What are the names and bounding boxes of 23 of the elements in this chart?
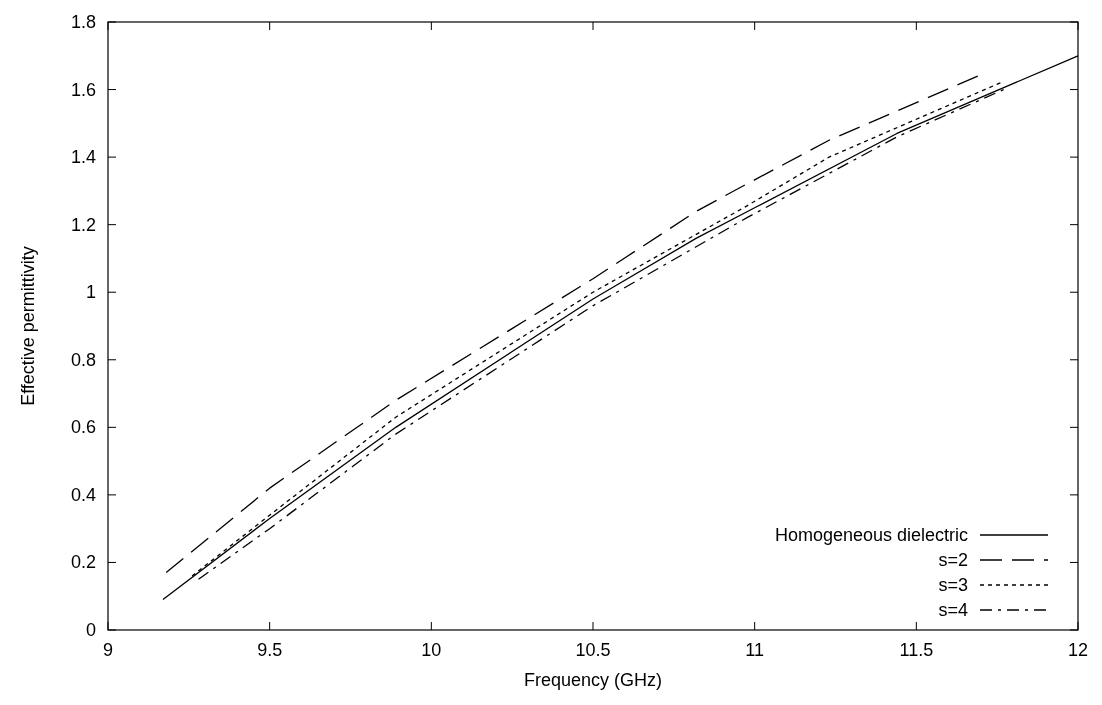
legend-label: s=4 — [938, 600, 968, 620]
x-tick-label: 11.5 — [899, 640, 934, 660]
x-tick-label: 10 — [421, 640, 442, 660]
x-axis-title: Frequency (GHz) — [523, 670, 663, 690]
y-tick-label: 1.4 — [70, 147, 96, 168]
legend-label: Homogeneous dielectric — [774, 525, 968, 545]
legend-label: s=2 — [938, 550, 968, 570]
y-tick-label: 1.2 — [70, 214, 96, 235]
y-tick-label: 0.8 — [70, 349, 96, 370]
x-tick-label: 10.5 — [575, 640, 611, 660]
y-tick-label: 1.6 — [70, 79, 96, 100]
y-tick-label: 0.6 — [70, 417, 96, 438]
legend-label: s=3 — [938, 575, 968, 595]
y-axis-title: Effective permittivity — [18, 246, 38, 406]
y-tick-label: 0.2 — [70, 552, 96, 573]
x-tick-label: 11 — [745, 640, 765, 660]
y-tick-label: 1.8 — [70, 12, 96, 32]
x-tick-label: 9 — [102, 640, 114, 660]
x-tick-label: 9.5 — [257, 640, 283, 660]
x-tick-label: 12 — [1067, 640, 1089, 660]
y-tick-label: 1 — [85, 282, 96, 303]
y-tick-label: 0.4 — [70, 484, 96, 505]
y-tick-label: 0 — [85, 620, 96, 640]
